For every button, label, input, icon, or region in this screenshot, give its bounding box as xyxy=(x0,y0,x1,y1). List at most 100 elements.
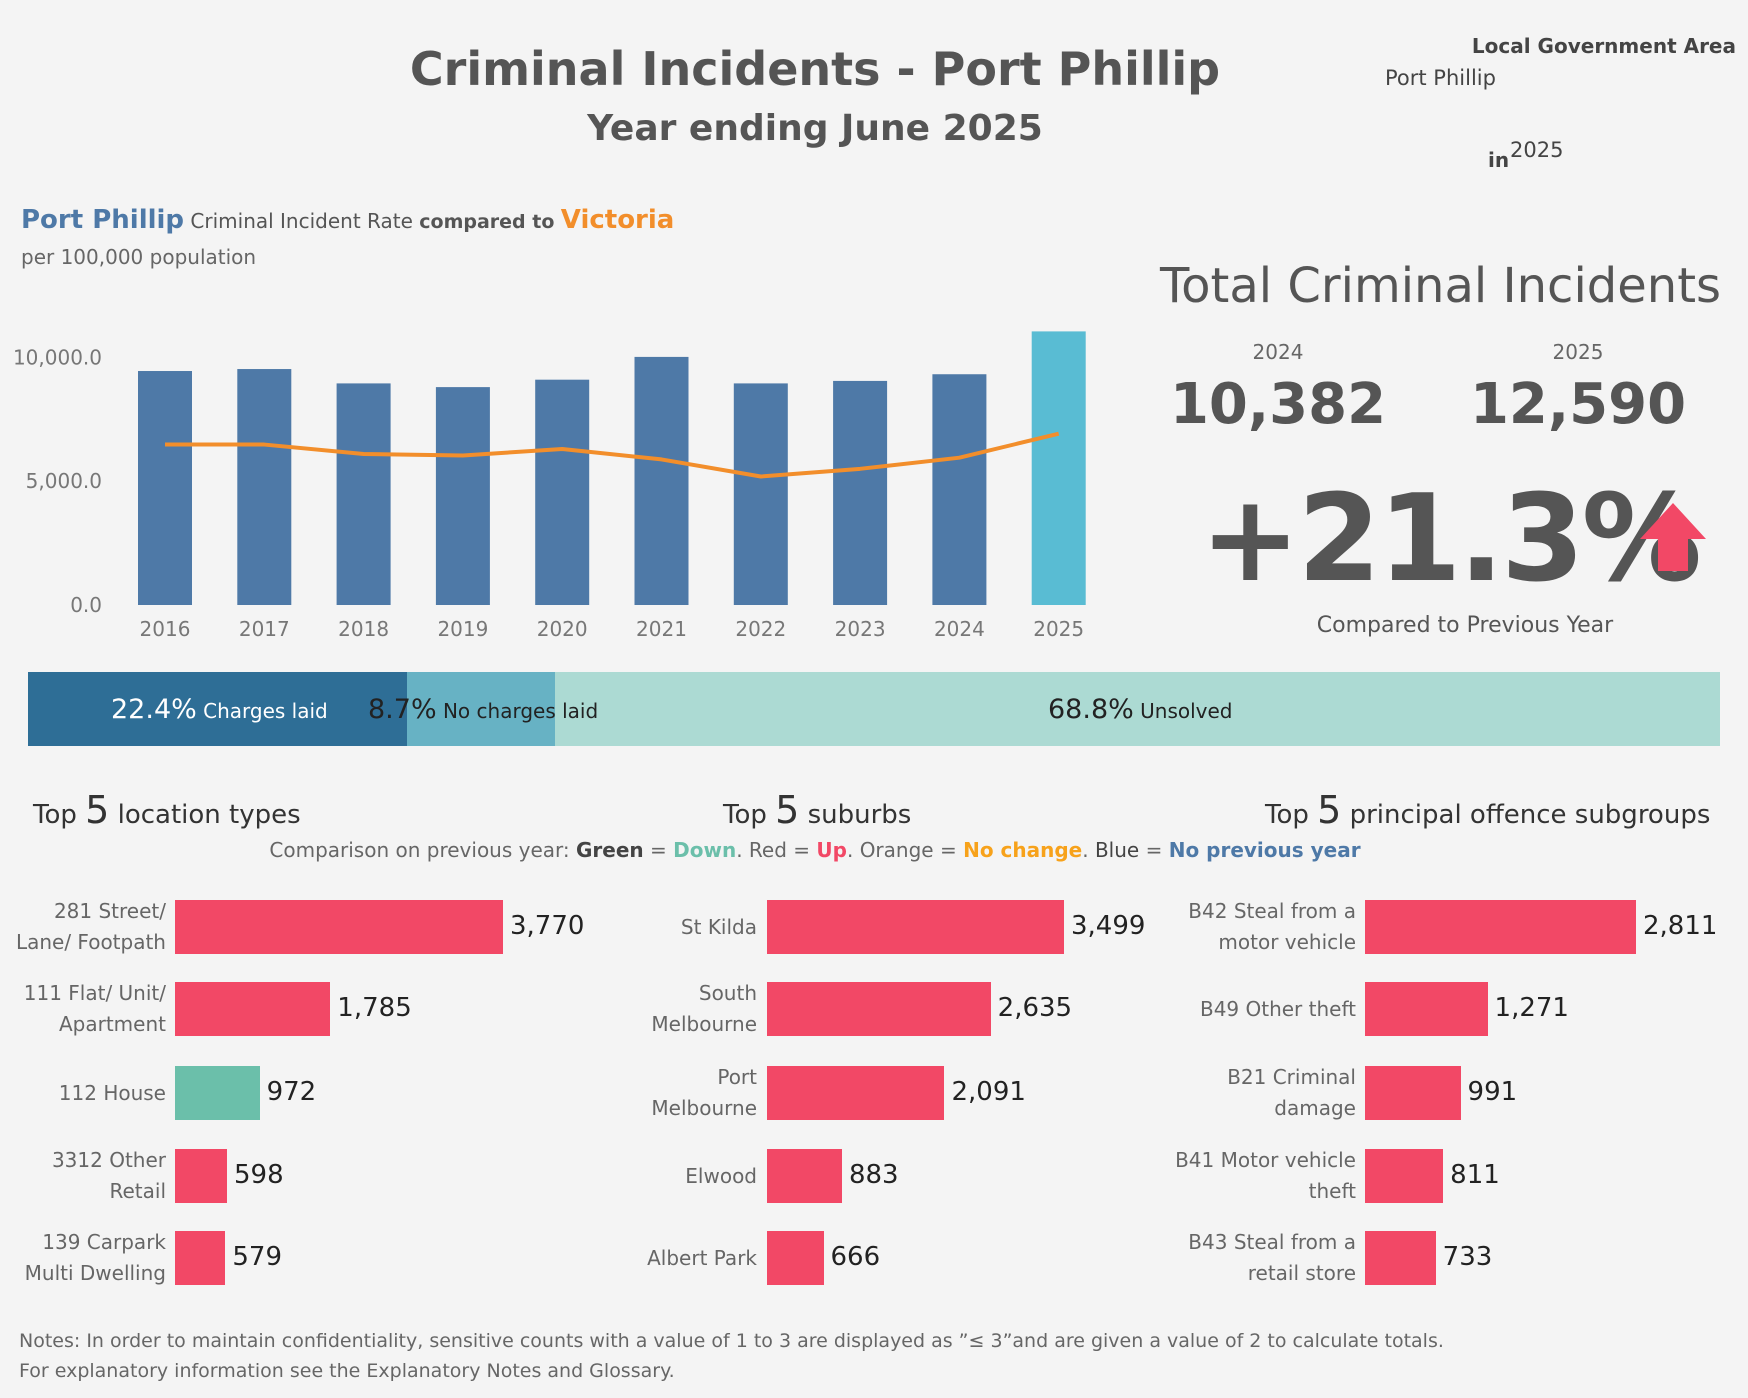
notes-line1: : In order to maintain confidentiality, … xyxy=(73,1330,1444,1352)
rate-bar-2017[interactable] xyxy=(237,369,292,605)
outcome-segment-1[interactable] xyxy=(407,672,555,746)
location-label-line: Lane/ Footpath xyxy=(15,930,166,954)
suburbs-section-heading: Top 5 suburbs xyxy=(723,788,912,832)
suburb-label-line: Melbourne xyxy=(651,1012,757,1036)
rate-heading-area: Port Phillip xyxy=(21,205,185,235)
location-bar[interactable] xyxy=(175,900,503,954)
rate-bar-2018[interactable] xyxy=(336,383,391,605)
suburb-bar[interactable] xyxy=(767,982,991,1036)
x-tick-label: 2018 xyxy=(338,617,389,641)
offence-label: B49 Other theft xyxy=(1200,994,1356,1025)
lga-filter-value[interactable]: Port Phillip xyxy=(1385,66,1496,90)
y-tick-label: 0.0 xyxy=(70,593,102,617)
offence-value: 2,811 xyxy=(1643,911,1718,941)
location-value: 972 xyxy=(266,1077,317,1107)
suburb-value: 666 xyxy=(830,1242,881,1272)
notes-label: Notes xyxy=(19,1330,74,1352)
location-value: 598 xyxy=(234,1160,284,1190)
rate-bar-2022[interactable] xyxy=(733,383,788,605)
offence-value: 733 xyxy=(1442,1242,1493,1272)
suburb-label: South Melbourne xyxy=(651,978,757,1040)
offence-value: 1,271 xyxy=(1494,993,1569,1023)
offence-bar[interactable] xyxy=(1365,1066,1461,1120)
rate-bar-2016[interactable] xyxy=(138,371,192,605)
location-label: 281 Street/Lane/ Footpath xyxy=(16,896,166,958)
location-bar[interactable] xyxy=(175,1149,228,1203)
x-tick-label: 2017 xyxy=(239,617,290,641)
rate-heading-state: Victoria xyxy=(560,205,675,235)
location-label-line: 281 Street/ xyxy=(53,899,166,923)
location-label: 3312 Other Retail xyxy=(52,1145,166,1207)
x-tick-label: 2016 xyxy=(140,617,191,641)
prev-year-label: 2024 xyxy=(1252,340,1304,364)
rate-heading-middle: Criminal Incident Rate xyxy=(190,209,413,233)
x-tick-label: 2021 xyxy=(636,617,687,641)
location-value: 3,770 xyxy=(510,911,585,941)
offence-label: B43 Steal from a retail store xyxy=(1188,1227,1356,1289)
offence-label-line: theft xyxy=(1308,1179,1356,1203)
outcome-segment-0[interactable] xyxy=(28,672,408,746)
location-label-line: Apartment xyxy=(58,1012,166,1036)
suburb-label-line: Port xyxy=(717,1065,757,1089)
rate-heading-compared: compared to xyxy=(419,211,555,233)
x-tick-label: 2023 xyxy=(835,617,886,641)
outcome-text: Unsolved xyxy=(1133,699,1233,723)
location-label-line: 112 House xyxy=(58,1080,166,1105)
prev-year-total: 10,382 xyxy=(1169,372,1387,437)
suburb-bar[interactable] xyxy=(767,900,1064,954)
location-label-line: Retail xyxy=(109,1179,166,1203)
total-incidents-title: Total Criminal Incidents xyxy=(1160,258,1722,314)
arrow-up-icon xyxy=(1640,503,1706,571)
outcome-text: Charges laid xyxy=(196,699,328,723)
page-subtitle: Year ending June 2025 xyxy=(587,108,1043,149)
outcome-percent: 8.7% xyxy=(368,694,437,725)
year-filter-in-label: in xyxy=(1488,148,1510,172)
x-tick-label: 2022 xyxy=(735,617,786,641)
offence-label-line: motor vehicle xyxy=(1218,930,1356,954)
rate-bar-2023[interactable] xyxy=(833,380,888,605)
offence-value: 991 xyxy=(1467,1077,1518,1107)
y-tick-label: 5,000.0 xyxy=(26,469,102,493)
suburb-label: Albert Park xyxy=(647,1243,757,1274)
rate-bar-2025[interactable] xyxy=(1031,331,1086,605)
x-tick-label: 2025 xyxy=(1033,617,1084,641)
offence-bar[interactable] xyxy=(1365,1149,1444,1203)
location-label: 111 Flat/ Unit/Apartment xyxy=(24,978,166,1040)
rate-bar-2019[interactable] xyxy=(435,387,490,605)
suburb-label-line: Albert Park xyxy=(647,1245,757,1270)
location-label-line: 3312 Other xyxy=(51,1148,166,1172)
y-tick-label: 10,000.0 xyxy=(13,345,102,369)
suburb-bar[interactable] xyxy=(767,1149,842,1203)
rate-chart-subheading: per 100,000 population xyxy=(21,245,257,269)
offence-label-line: retail store xyxy=(1247,1261,1356,1285)
location-label-line: 139 Carpark xyxy=(42,1230,166,1254)
curr-year-total: 12,590 xyxy=(1469,372,1687,437)
offence-bar[interactable] xyxy=(1365,1231,1436,1285)
offence-label: B21 Criminal damage xyxy=(1227,1062,1356,1124)
suburb-label: St Kilda xyxy=(681,912,757,943)
location-bar[interactable] xyxy=(175,1066,260,1120)
rate-bar-2021[interactable] xyxy=(634,356,689,605)
suburb-label-line: St Kilda xyxy=(680,914,757,939)
offence-label-line: B49 Other theft xyxy=(1199,996,1356,1021)
suburb-label-line: South xyxy=(698,981,757,1005)
outcome-segment-2[interactable] xyxy=(554,672,1721,746)
x-tick-label: 2020 xyxy=(537,617,588,641)
rate-bar-2024[interactable] xyxy=(932,374,987,605)
offences-section-heading: Top 5 principal offence subgroups xyxy=(1265,788,1711,832)
offence-bar[interactable] xyxy=(1365,982,1488,1036)
year-filter-value[interactable]: 2025 xyxy=(1510,138,1564,162)
offence-label: B41 Motor vehicle theft xyxy=(1175,1145,1356,1207)
location-bar[interactable] xyxy=(175,982,331,1036)
location-label: 112 House xyxy=(59,1078,166,1109)
offence-bar[interactable] xyxy=(1365,900,1636,954)
rate-bar-2020[interactable] xyxy=(535,379,590,605)
offence-label: B42 Steal from a motor vehicle xyxy=(1188,896,1356,958)
suburb-bar[interactable] xyxy=(767,1231,824,1285)
location-bar[interactable] xyxy=(175,1231,226,1285)
suburb-value: 3,499 xyxy=(1071,911,1146,941)
suburb-bar[interactable] xyxy=(767,1066,945,1120)
location-label-line: 111 Flat/ Unit/ xyxy=(23,981,166,1005)
notes: Notes: In order to maintain confidential… xyxy=(19,1326,1444,1386)
outcome-text: No charges laid xyxy=(436,699,599,723)
